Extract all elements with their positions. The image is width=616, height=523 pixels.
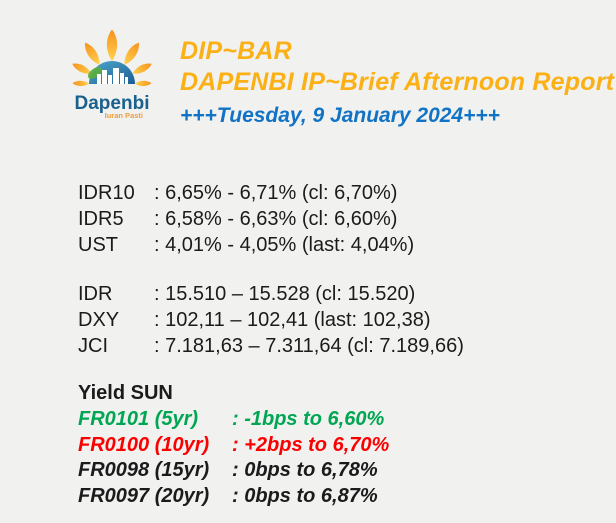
bond-value: : 0bps to 6,78%: [232, 459, 378, 481]
rate-value: : 6,65% - 6,71% (cl: 6,70%): [154, 182, 398, 204]
logo-tagline: Iuran Pasti: [105, 111, 143, 120]
bond-value: : +2bps to 6,70%: [232, 433, 390, 456]
bond-label: FR0100 (10yr): [78, 433, 210, 456]
logo-wordmark: Dapenbi: [75, 93, 150, 114]
market-value: : 7.181,63 – 7.311,64 (cl: 7.189,66): [154, 335, 464, 357]
market-row: JCI : 7.181,63 – 7.311,64 (cl: 7.189,66): [78, 333, 616, 359]
skyline-icon: [97, 68, 128, 84]
report-body: IDR10 : 6,65% - 6,71% (cl: 6,70%) IDR5 :…: [0, 180, 616, 509]
report-title: DIP~BAR: [180, 37, 292, 65]
bond-label: FR0097 (20yr): [78, 484, 210, 507]
market-label: IDR: [78, 283, 113, 305]
rate-row: IDR5 : 6,58% - 6,63% (cl: 6,60%): [78, 206, 616, 232]
yield-row: FR0097 (20yr) : 0bps to 6,87%: [78, 484, 616, 510]
rate-value: : 4,01% - 4,05% (last: 4,04%): [154, 234, 415, 256]
header-titles: DIP~BAR DAPENBI IP~Brief Afternoon Repor…: [180, 36, 614, 129]
rate-label: IDR5: [78, 208, 124, 230]
yield-sun-section: Yield SUN FR0101 (5yr) : -1bps to 6,60% …: [78, 380, 616, 509]
market-value: : 15.510 – 15.528 (cl: 15.520): [154, 283, 416, 305]
rate-value: : 6,58% - 6,63% (cl: 6,60%): [154, 208, 398, 230]
sun-petals-icon: [72, 29, 152, 87]
market-label: DXY: [78, 309, 120, 331]
market-row: DXY : 102,11 – 102,41 (last: 102,38): [78, 307, 616, 333]
yield-sun-heading: Yield SUN: [78, 382, 173, 404]
bond-label: FR0098 (15yr): [78, 459, 210, 481]
report-header: Dapenbi Iuran Pasti DIP~BAR DAPENBI IP~B…: [0, 0, 616, 129]
market-label: JCI: [78, 335, 108, 357]
rate-row: UST : 4,01% - 4,05% (last: 4,04%): [78, 232, 616, 258]
bond-label: FR0101 (5yr): [78, 408, 199, 430]
yield-row: FR0098 (15yr) : 0bps to 6,78%: [78, 458, 616, 484]
market-value: : 102,11 – 102,41 (last: 102,38): [154, 309, 431, 331]
markets-block: IDR : 15.510 – 15.528 (cl: 15.520) DXY :…: [78, 281, 616, 359]
rate-label: UST: [78, 234, 118, 256]
dapenbi-logo-icon: Dapenbi Iuran Pasti: [72, 29, 152, 120]
bond-value: : -1bps to 6,60%: [232, 408, 385, 430]
rates-block: IDR10 : 6,65% - 6,71% (cl: 6,70%) IDR5 :…: [78, 180, 616, 258]
rate-label: IDR10: [78, 182, 135, 204]
yield-row: FR0101 (5yr) : -1bps to 6,60%: [78, 407, 616, 433]
bond-value: : 0bps to 6,87%: [232, 484, 378, 507]
market-row: IDR : 15.510 – 15.528 (cl: 15.520): [78, 281, 616, 307]
yield-row: FR0100 (10yr) : +2bps to 6,70%: [78, 433, 616, 459]
rate-row: IDR10 : 6,65% - 6,71% (cl: 6,70%): [78, 180, 616, 206]
report-date: +++Tuesday, 9 January 2024+++: [180, 104, 500, 127]
report-subtitle: DAPENBI IP~Brief Afternoon Report: [180, 68, 615, 96]
